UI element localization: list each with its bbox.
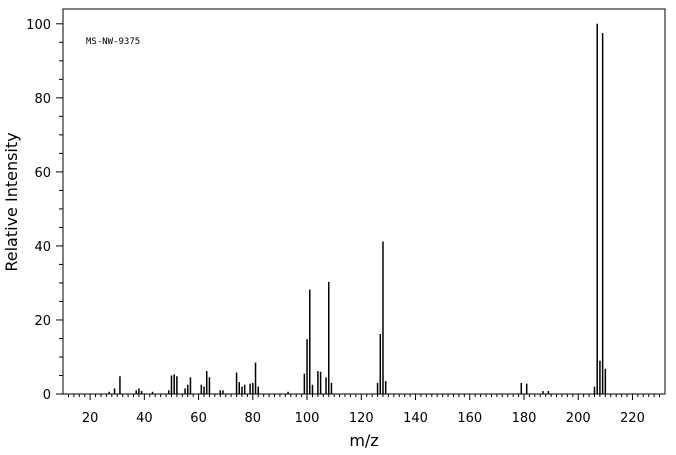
x-tick-label: 200 <box>566 411 591 426</box>
y-tick-label: 40 <box>34 240 51 255</box>
x-tick-label: 100 <box>295 411 320 426</box>
x-tick-label: 20 <box>82 411 99 426</box>
x-tick-label: 160 <box>457 411 482 426</box>
y-axis-label: Relative Intensity <box>2 132 21 271</box>
y-tick-label: 100 <box>26 18 51 33</box>
spectrum-id-annotation: MS-NW-9375 <box>86 37 140 47</box>
axis-ticks <box>56 23 661 400</box>
y-tick-label: 0 <box>43 388 51 403</box>
x-tick-label: 80 <box>245 411 262 426</box>
x-tick-label: 180 <box>512 411 537 426</box>
x-tick-label: 40 <box>136 411 153 426</box>
plot-frame <box>62 8 666 395</box>
x-tick-label: 60 <box>190 411 207 426</box>
y-tick-label: 20 <box>34 314 51 329</box>
x-tick-label: 120 <box>349 411 374 426</box>
x-tick-label: 140 <box>403 411 428 426</box>
tick-labels: 20 40 60 80 100 120 140 160 180 200 220 0 20 40 60 80 10… <box>26 18 645 426</box>
x-axis-label: m/z <box>349 431 378 450</box>
x-tick-label: 220 <box>620 411 645 426</box>
spectrum-peaks <box>108 23 607 394</box>
y-tick-label: 80 <box>34 92 51 107</box>
y-tick-label: 60 <box>34 166 51 181</box>
